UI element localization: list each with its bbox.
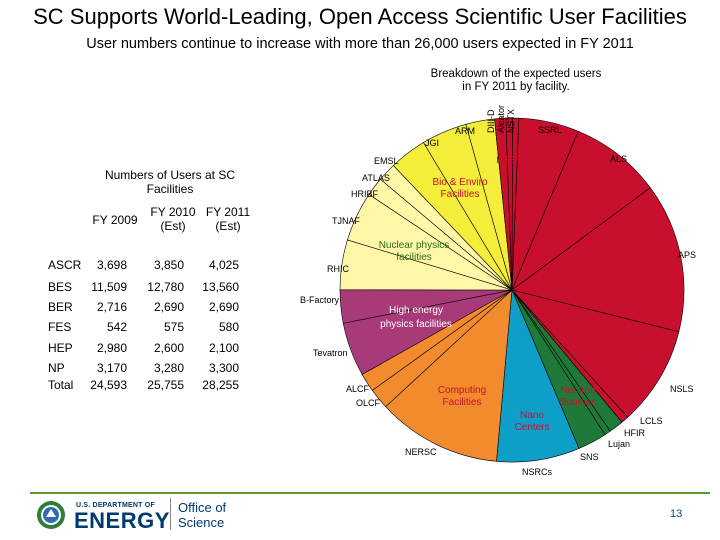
group-light-sources: Light Sources [575, 271, 636, 282]
label-als: ALS [610, 154, 627, 164]
cell-fy2010: 25,755 [147, 378, 184, 392]
col-header-fy2011: FY 2011 (Est) [205, 205, 251, 233]
label-emsl: EMSL [374, 156, 399, 166]
cell-fy2010: 575 [163, 320, 184, 334]
logo-divider [170, 498, 171, 530]
cell-fy2009: 542 [106, 320, 127, 334]
label-aps: APS [678, 250, 696, 260]
office-name: Office of Science [178, 500, 227, 530]
cell-fy2009: 24,593 [90, 378, 127, 392]
slide-subtitle: User numbers continue to increase with m… [86, 36, 634, 52]
label-hribf: HRIBF [351, 189, 379, 199]
label-jgi: JGI [425, 138, 439, 148]
pie-slice-nstx [511, 117, 520, 291]
label-nsrcs: NSRCs [522, 467, 553, 477]
label-rhic: RHIC [327, 264, 349, 274]
label-lujan: Lujan [608, 439, 630, 449]
label-diii-d: DIII-D [486, 109, 496, 133]
row-label: ASCR [48, 258, 82, 272]
label-olcf: OLCF [356, 398, 381, 408]
group-nuclear: Nuclear physics [379, 240, 450, 251]
cell-fy2010: 3,850 [153, 258, 184, 272]
row-label: Total [48, 378, 74, 392]
cell-fy2009: 2,980 [96, 341, 127, 355]
pie-slice-nsls [511, 289, 680, 418]
label-tjnaf: TJNAF [332, 216, 361, 226]
label-alcf: ALCF [346, 384, 370, 394]
group-high-energy: High energy [389, 305, 443, 316]
label-alcator: Alcator [496, 105, 506, 133]
cell-fy2009: 11,509 [91, 280, 127, 294]
label-tevatron: Tevatron [313, 348, 348, 358]
label-nstx: NSTX [506, 109, 516, 133]
group-bio-enviro-2: Facilities [441, 189, 480, 200]
group-nano-centers-2: Centers [514, 422, 549, 433]
pie-caption: Breakdown of the expected users in FY 20… [430, 68, 602, 93]
group-fes: FES [496, 155, 516, 166]
cell-fy2011: 28,255 [202, 378, 239, 392]
slide-title: SC Supports World-Leading, Open Access S… [33, 4, 687, 29]
cell-fy2011: 3,300 [208, 361, 239, 375]
page-number: 13 [670, 508, 683, 520]
row-label: HEP [48, 341, 73, 355]
group-neutron-sources-2: Sources [560, 397, 597, 408]
group-nuclear-2: facilities [396, 252, 432, 263]
agency-name: ENERGY [74, 508, 170, 533]
cell-fy2011: 2,100 [208, 341, 239, 355]
group-computing-2: Facilities [443, 397, 482, 408]
cell-fy2011: 4,025 [208, 258, 239, 272]
row-label: BES [48, 280, 73, 294]
doe-seal-icon [37, 501, 65, 529]
cell-fy2010: 2,600 [153, 341, 184, 355]
col-header-fy2010: FY 2010 (Est) [150, 205, 196, 233]
label-nsls: NSLS [670, 384, 694, 394]
footer-rule [30, 492, 710, 494]
label-ssrl: SSRL [538, 125, 562, 135]
label-lcls: LCLS [640, 416, 663, 426]
label-arm: ARM [455, 126, 475, 136]
cell-fy2009: 2,716 [96, 300, 127, 314]
cell-fy2009: 3,698 [96, 258, 127, 272]
group-computing: Computing [438, 385, 486, 396]
pie-slice-nersc [385, 289, 513, 462]
group-nano-centers: Nano [520, 410, 544, 421]
group-high-energy-2: physics facilities [380, 319, 452, 330]
pie-slice-aps [511, 187, 685, 333]
row-label: BER [48, 300, 73, 314]
agency-small-text: U.S. DEPARTMENT OF [76, 502, 155, 509]
table-title: Numbers of Users at SC Facilities [104, 168, 236, 196]
group-neutron-sources: Neutron [560, 385, 596, 396]
label-b-factory: B-Factory [300, 295, 340, 305]
col-header-fy2009: FY 2009 [92, 213, 138, 227]
group-bio-enviro: Bio & Enviro [432, 177, 487, 188]
label-atlas: ATLAS [362, 173, 390, 183]
cell-fy2011: 2,690 [208, 300, 239, 314]
cell-fy2011: 580 [218, 320, 239, 334]
cell-fy2010: 2,690 [153, 300, 184, 314]
label-nersc: NERSC [405, 447, 437, 457]
label-hfir: HFIR [624, 428, 645, 438]
label-sns: SNS [580, 452, 599, 462]
row-label: FES [48, 320, 72, 334]
row-label: NP [48, 361, 65, 375]
cell-fy2010: 12,780 [147, 280, 184, 294]
cell-fy2009: 3,170 [96, 361, 127, 375]
pie-slice-als [511, 130, 651, 291]
cell-fy2011: 13,560 [202, 280, 239, 294]
cell-fy2010: 3,280 [153, 361, 184, 375]
